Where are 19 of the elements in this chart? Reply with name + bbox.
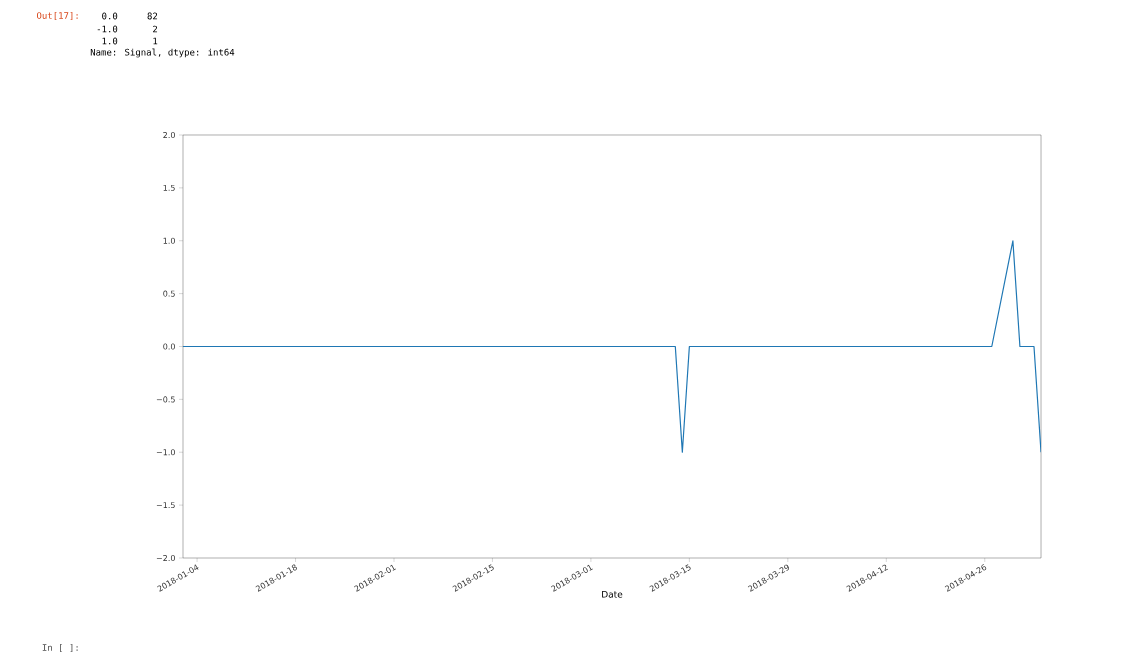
text: 82	[147, 12, 158, 20]
text: -1.0	[97, 25, 118, 33]
text: Name: Signal, dtype: int64	[90, 48, 235, 58]
y-tick-label: 0.0	[163, 343, 175, 350]
y-tick-label: −1.0	[156, 449, 175, 456]
y-tick-label: 0.5	[163, 290, 175, 297]
text: 1.0	[102, 37, 118, 45]
y-tick-label: −2.0	[156, 554, 175, 562]
text: Out[17]:	[36, 11, 78, 21]
y-tick-label: 1.0	[163, 237, 175, 244]
text: 0.0	[102, 12, 118, 20]
y-tick-label: 1.5	[163, 184, 175, 191]
text: 1	[153, 37, 158, 45]
x-axis-title: Date	[602, 591, 623, 598]
y-tick-label: −0.5	[156, 396, 175, 403]
y-tick-label: −1.5	[156, 502, 175, 509]
text: 2	[153, 25, 158, 33]
text: In [ ]:	[42, 643, 78, 653]
y-tick-label: 2.0	[163, 131, 175, 139]
